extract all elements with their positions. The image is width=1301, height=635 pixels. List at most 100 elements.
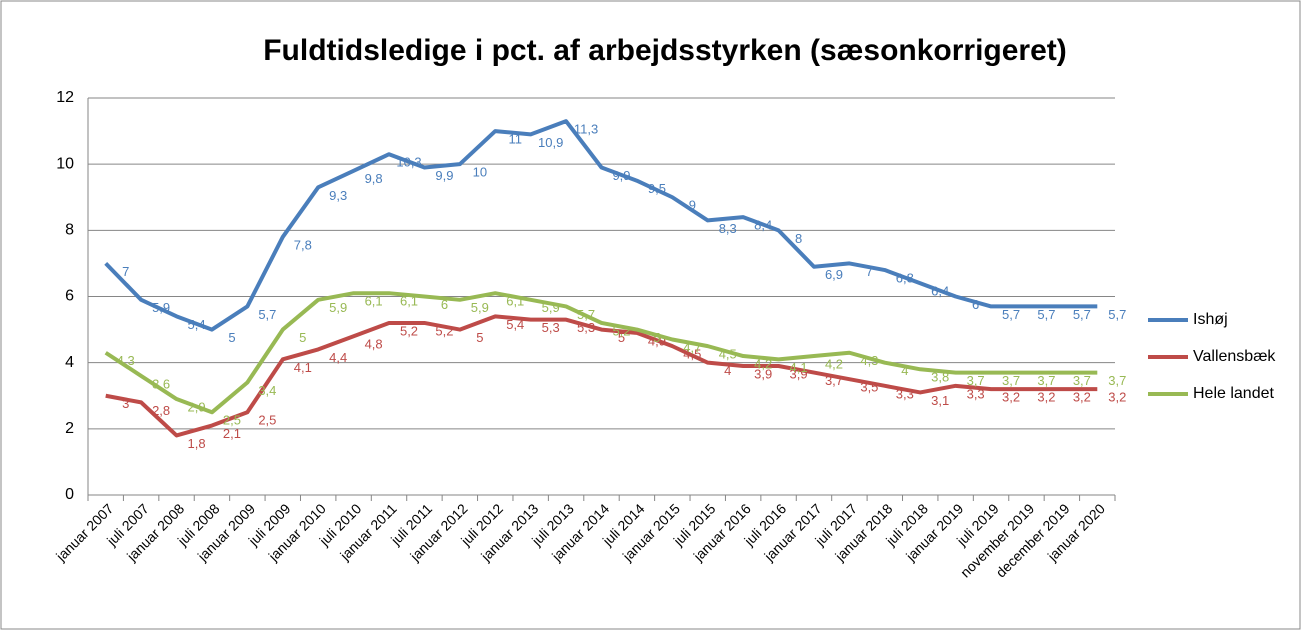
y-tick-label: 6 [65, 288, 74, 305]
data-label: 4,1 [294, 360, 312, 375]
data-label: 3,6 [152, 376, 170, 391]
data-label: 6 [972, 297, 979, 312]
data-label: 7 [866, 264, 873, 279]
data-label: 5 [476, 330, 483, 345]
data-label: 5,4 [506, 317, 524, 332]
data-label: 11 [509, 132, 523, 147]
data-label: 2,8 [152, 403, 170, 418]
data-label: 9,9 [612, 168, 630, 183]
data-label: 8 [795, 231, 802, 246]
data-label: 5,7 [1108, 307, 1126, 322]
data-label: 5,3 [542, 320, 560, 335]
data-label: 3,3 [896, 386, 914, 401]
data-label: 7,8 [294, 237, 312, 252]
data-label: 9 [689, 198, 696, 213]
data-label: 5,7 [577, 307, 595, 322]
data-label: 3,8 [931, 370, 949, 385]
data-label: 6,9 [825, 267, 843, 282]
data-label: 3,9 [790, 366, 808, 381]
data-label: 3,9 [754, 366, 772, 381]
data-label: 3,7 [1002, 373, 1020, 388]
data-label: 5,2 [435, 323, 453, 338]
data-label: 5 [299, 330, 306, 345]
chart-title: Fuldtidsledige i pct. af arbejdsstyrken … [263, 34, 1067, 67]
data-label: 4,1 [790, 360, 808, 375]
data-label: 4,2 [754, 356, 772, 371]
data-label: 2,1 [223, 426, 241, 441]
data-label: 4,3 [117, 353, 135, 368]
y-tick-label: 0 [65, 486, 74, 503]
data-label: 6,1 [400, 294, 418, 309]
y-tick-label: 4 [65, 354, 74, 371]
data-label: 6,1 [365, 294, 383, 309]
data-label: 5 [653, 330, 660, 345]
data-label: 11,3 [574, 122, 598, 137]
data-label: 5,9 [471, 300, 489, 315]
data-label: 4 [724, 363, 731, 378]
data-label: 2,9 [187, 399, 205, 414]
data-label: 9,5 [648, 181, 666, 196]
data-label: 3,3 [967, 386, 985, 401]
data-label: 8,4 [754, 218, 772, 233]
data-label: 7 [122, 264, 129, 279]
data-label: 3,5 [860, 380, 878, 395]
data-label: 3,7 [1037, 373, 1055, 388]
y-tick-label: 12 [56, 89, 74, 106]
data-label: 4,5 [683, 347, 701, 362]
legend-label: Hele landet [1193, 385, 1275, 402]
data-label: 6,1 [506, 294, 524, 309]
data-label: 9,3 [329, 188, 347, 203]
data-label: 5,2 [612, 323, 630, 338]
data-label: 3,2 [1073, 390, 1091, 405]
data-label: 5 [228, 330, 235, 345]
data-label: 4,7 [683, 340, 701, 355]
data-label: 5,2 [400, 323, 418, 338]
data-label: 3,7 [967, 373, 985, 388]
data-label: 5,7 [258, 307, 276, 322]
data-label: 4 [901, 363, 908, 378]
data-label: 5,7 [1002, 307, 1020, 322]
data-label: 3,2 [1002, 390, 1020, 405]
data-label: 10 [473, 165, 487, 180]
data-label: 5,4 [187, 317, 205, 332]
legend-label: Ishøj [1193, 311, 1228, 328]
data-label: 3,7 [825, 373, 843, 388]
data-label: 5,7 [1073, 307, 1091, 322]
data-label: 5 [618, 330, 625, 345]
y-tick-label: 10 [56, 155, 74, 172]
data-label: 3 [122, 396, 129, 411]
data-label: 1,8 [187, 436, 205, 451]
data-label: 4,5 [719, 347, 737, 362]
data-label: 8,3 [719, 221, 737, 236]
legend-label: Vallensbæk [1193, 348, 1276, 365]
data-label: 4,3 [860, 353, 878, 368]
data-label: 6 [441, 297, 448, 312]
data-label: 3,2 [1037, 390, 1055, 405]
data-label: 4,4 [329, 350, 347, 365]
data-label: 5,9 [152, 300, 170, 315]
series-line [105, 314, 1098, 438]
data-label: 3,7 [1073, 373, 1091, 388]
data-label: 5,9 [542, 300, 560, 315]
y-tick-label: 2 [65, 420, 74, 437]
data-label: 2,5 [258, 413, 276, 428]
data-label: 5,7 [1037, 307, 1055, 322]
series-line [104, 119, 1098, 332]
data-label: 2,5 [223, 413, 241, 428]
data-label: 9,9 [435, 168, 453, 183]
data-label: 4,8 [365, 337, 383, 352]
data-label: 5,3 [577, 320, 595, 335]
y-tick-label: 8 [65, 222, 74, 239]
data-label: 10,9 [538, 135, 563, 150]
data-label: 9,8 [365, 171, 383, 186]
data-label: 5,9 [329, 300, 347, 315]
data-label: 6,4 [931, 284, 949, 299]
data-label: 3,1 [931, 393, 949, 408]
data-label: 6,8 [896, 270, 914, 285]
data-label: 10,3 [396, 155, 421, 170]
data-label: 3,7 [1108, 373, 1126, 388]
data-label: 3,4 [258, 383, 276, 398]
data-label: 3,2 [1108, 390, 1126, 405]
